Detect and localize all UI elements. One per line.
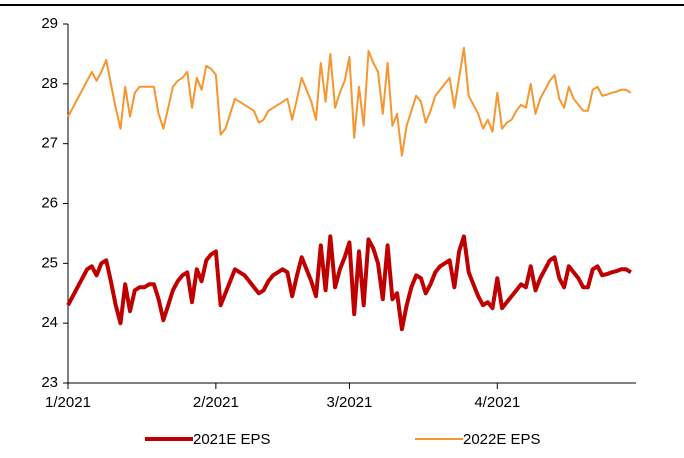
x-tick-label: 3/2021: [326, 394, 372, 411]
y-tick-label: 24: [41, 314, 58, 331]
x-tick-label: 1/2021: [45, 394, 91, 411]
y-tick-label: 27: [41, 135, 58, 152]
legend-label: 2022E EPS: [463, 431, 541, 448]
y-tick-label: 26: [41, 194, 58, 211]
y-tick-label: 29: [41, 15, 58, 32]
series-line: [67, 46, 632, 157]
x-tick-label: 4/2021: [474, 394, 520, 411]
series-line: [66, 234, 632, 332]
y-tick-label: 28: [41, 75, 58, 92]
legend-label: 2021E EPS: [193, 431, 271, 448]
y-tick-label: 25: [41, 254, 58, 271]
y-tick-label: 23: [41, 374, 58, 391]
x-tick-label: 2/2021: [193, 394, 239, 411]
